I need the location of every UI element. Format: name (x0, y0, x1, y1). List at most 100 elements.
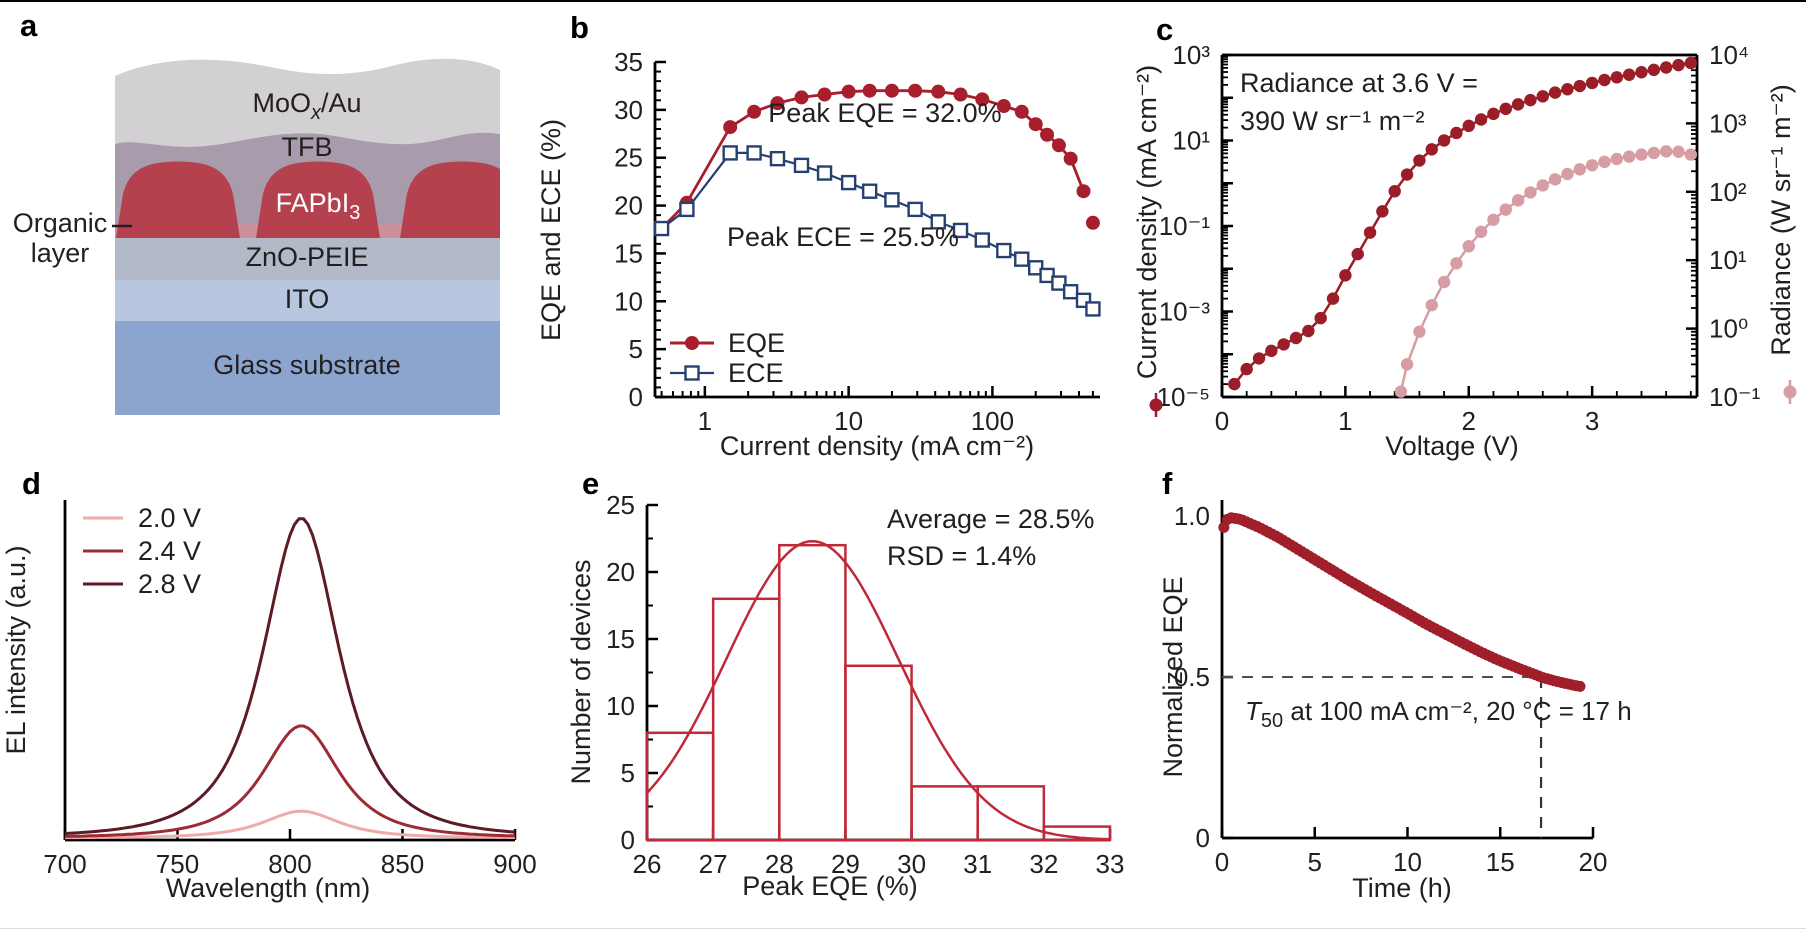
series-radiance-marker (1400, 358, 1414, 371)
series-radiance-marker (1511, 194, 1525, 207)
organic-layer-callout-line1: Organic (13, 208, 108, 238)
series-radiance-marker (1684, 148, 1698, 161)
series-eqe-marker (996, 99, 1011, 114)
panel-e: e 0 5 10 15 20 25 26 27 28 29 30 31 32 33 Average = 2… (566, 440, 1140, 930)
series-current-density-marker (1351, 247, 1364, 261)
series-ece-marker (679, 201, 695, 218)
series-radiance-marker (1610, 152, 1624, 166)
series-current-density-marker (1450, 126, 1463, 140)
chart-c-ylabel-left: Current density (mA cm⁻²) (1132, 65, 1162, 379)
device-diagram: MoOx/Au TFB FAPbI3 ZnO-PEIE ITO Glass su… (13, 58, 500, 415)
histogram-bar (844, 664, 913, 842)
tick-label: 20 (606, 557, 635, 587)
chart-b-legend: EQE ECE (670, 328, 785, 388)
tick-label: 30 (897, 849, 926, 879)
tick-label: 0 (1196, 823, 1210, 853)
tick-label: 33 (1096, 849, 1125, 879)
legend-eqe-marker (685, 336, 699, 350)
radiance-annotation-line1: Radiance at 3.6 V = (1240, 68, 1478, 98)
series-eqe-marker (862, 83, 877, 98)
series-radiance-marker (1672, 145, 1685, 158)
series-current-density-marker (1326, 292, 1340, 305)
tick-label: 10¹ (1709, 245, 1747, 275)
rsd-annotation: RSD = 1.4% (887, 541, 1036, 571)
label-fapbi3: FAPbI3 (276, 188, 361, 224)
tick-label: 30 (614, 95, 643, 125)
series-current-density-marker (1684, 56, 1698, 70)
series-current-density-marker (1437, 134, 1451, 147)
chart-c-plot: 10⁻⁵ 10⁻³ 10⁻¹ 10¹ 10³ 10⁻¹ 10⁰ 10¹ 10² 10³ 10⁴ 0 1 2… (1149, 40, 1797, 436)
series-eqe-marker (884, 83, 899, 98)
series-current-density-marker (1265, 344, 1278, 358)
series-radiance-marker (1573, 163, 1586, 176)
series-ece-marker (930, 214, 946, 230)
chart-f: 0 0.5 1.0 0 5 10 15 20 T50 at 100 mA cm⁻², 20 °… (1158, 500, 1632, 903)
series-eqe-marker (908, 83, 923, 98)
tick-label: 10⁴ (1709, 40, 1749, 70)
panel-f: f 0 0.5 1.0 0 5 10 15 20 T50 at 100 mA cm⁻², 20… (1150, 440, 1806, 930)
series-ece-marker (722, 145, 738, 161)
series-current-density-marker (1511, 98, 1525, 111)
series-current-density-marker (1573, 79, 1586, 93)
series-current-density-marker (1647, 63, 1661, 77)
series-current-density-marker (1425, 143, 1438, 156)
chart-f-xlabel: Time (h) (1352, 873, 1452, 903)
series-current-density-marker (1548, 86, 1562, 99)
series-ece-marker (1014, 251, 1030, 267)
series-current-density-marker (1659, 61, 1673, 74)
series-ece-marker (907, 201, 923, 218)
tick-label: 15 (1486, 847, 1515, 877)
radiance-annotation-line2: 390 W sr⁻¹ m⁻² (1240, 106, 1425, 136)
chart-c: 10⁻⁵ 10⁻³ 10⁻¹ 10¹ 10³ 10⁻¹ 10⁰ 10¹ 10² 10³ 10⁴ 0 1 2… (1132, 40, 1797, 461)
label-moox-au: MoOx/Au (252, 88, 361, 124)
series-eqe-marker (975, 92, 990, 107)
series-radiance-marker (1487, 213, 1500, 226)
tick-label: 10 (834, 406, 863, 436)
chart-e-xlabel: Peak EQE (%) (742, 871, 918, 901)
chart-d: 700 750 800 850 900 2.0 V 2.4 V 2.8 V Wavele… (1, 500, 537, 903)
chart-b: 0 5 10 15 20 25 30 35 1 10 100 Peak EQE = 32.0% Pe… (536, 47, 1101, 461)
series-radiance-marker (1585, 159, 1599, 172)
series-ece-marker (769, 150, 786, 167)
legend-label-2-8v: 2.8 V (138, 569, 201, 599)
series-ece-marker (653, 220, 670, 237)
series-current-density-marker (1487, 107, 1500, 121)
series-ece-marker (840, 174, 857, 191)
series-eqe-marker (953, 87, 968, 102)
series-radiance-marker (1536, 179, 1549, 192)
tick-label: 15 (614, 238, 643, 268)
series-radiance-marker (1659, 145, 1673, 158)
series-eqe-marker (794, 90, 809, 105)
series-ece-marker (746, 145, 762, 161)
tick-label: 25 (606, 490, 635, 520)
series-current-density-marker (1610, 71, 1624, 84)
label-zno-peie: ZnO-PEIE (245, 242, 368, 272)
chart-d-ylabel: EL intensity (a.u.) (1, 545, 31, 754)
panel-a: a MoOx/Au TFB FAPbI3 ZnO-PEIE ITO Glass … (0, 0, 520, 435)
series-current-density-marker (1598, 73, 1611, 87)
series-ece-marker (996, 242, 1012, 259)
tick-label: 10⁻³ (1159, 297, 1211, 327)
fapbi3-dome (400, 161, 500, 238)
series-current-density-marker (1277, 338, 1290, 351)
series-ece-marker (1085, 301, 1101, 317)
eqe-decay-dot (1574, 680, 1586, 692)
series-ece-marker (1062, 284, 1079, 300)
tick-label: 25 (614, 143, 643, 173)
series-eqe-marker (1051, 138, 1066, 153)
chart-d-xlabel: Wavelength (nm) (166, 873, 371, 903)
chart-d-legend: 2.0 V 2.4 V 2.8 V (83, 503, 201, 599)
label-ito: ITO (285, 284, 330, 314)
series-radiance-marker (1598, 155, 1611, 169)
series-eqe-marker (1085, 215, 1100, 230)
el-spectrum-2-0-v (65, 809, 515, 840)
tick-label: 28 (765, 849, 794, 879)
series-eqe-marker (931, 84, 946, 99)
legend-label-eqe: EQE (728, 328, 785, 358)
histogram-bar (976, 785, 1046, 842)
tick-label: 3 (1585, 406, 1599, 436)
series-radiance-marker (1647, 146, 1661, 160)
tick-label: 29 (831, 849, 860, 879)
layer-moox-au (115, 58, 500, 147)
tick-label: 26 (633, 849, 662, 879)
